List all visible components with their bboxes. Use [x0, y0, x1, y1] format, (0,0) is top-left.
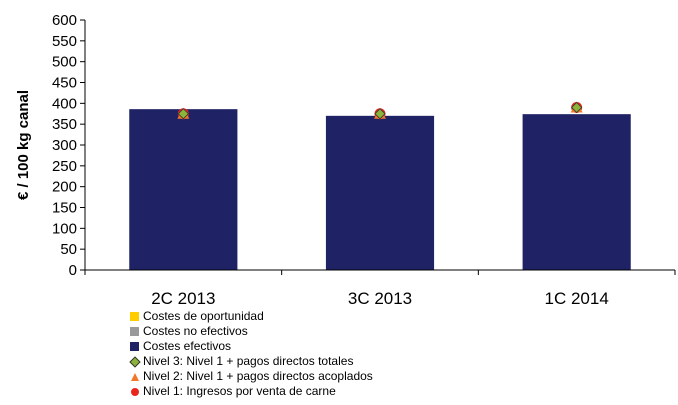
y-axis-label: € / 100 kg canal: [15, 90, 32, 200]
legend-label: Costes de oportunidad: [143, 309, 264, 323]
legend-entry: Nivel 1: Ingresos por venta de carne: [130, 384, 373, 399]
x-axis: 2C 2013 3C 2013 1C 2014: [84, 269, 676, 305]
y-tick-label: 50: [60, 241, 77, 258]
legend-swatch: [130, 342, 139, 351]
y-tick-label: 250: [52, 158, 77, 175]
legend: Costes de oportunidad Costes no efectivos…: [130, 309, 373, 399]
legend-label: Nivel 1: Ingresos por venta de carne: [143, 384, 336, 398]
chart-canvas: € / 100 kg canal 0 50 100 150 200 250 300 350 40…: [15, 12, 676, 305]
x-tick-label: 3C 2013: [348, 289, 412, 305]
legend-label: Nivel 2: Nivel 1 + pagos directos acopla…: [143, 369, 373, 383]
marker-point: [374, 108, 386, 120]
legend-swatch: [130, 387, 140, 397]
marker-point: [571, 101, 583, 114]
legend-entry: Costes efectivos: [130, 339, 373, 354]
y-tick-label: 450: [52, 75, 77, 92]
y-tick-label: 600: [52, 12, 77, 29]
marker-point: [177, 108, 189, 120]
bars: [129, 109, 631, 271]
y-tick-label: 150: [52, 200, 77, 217]
y-tick-label: 550: [52, 33, 77, 50]
bar: [325, 115, 435, 270]
legend-entry: Costes no efectivos: [130, 324, 373, 339]
y-tick-label: 350: [52, 116, 77, 133]
legend-swatch: [130, 312, 139, 321]
y-axis-ticks: 0 50 100 150 200 250 300 350 400 450 500 550 600: [52, 12, 86, 279]
y-tick-label: 500: [52, 54, 77, 71]
legend-swatch: [130, 357, 140, 367]
y-tick-label: 400: [52, 95, 77, 112]
legend-label: Costes efectivos: [143, 339, 232, 353]
legend-entry: Nivel 2: Nivel 1 + pagos directos acopla…: [130, 369, 373, 384]
legend-swatch: [130, 327, 139, 336]
y-tick-label: 0: [69, 262, 77, 279]
x-tick-label: 2C 2013: [151, 289, 215, 305]
bar: [129, 109, 238, 271]
y-tick-label: 300: [52, 137, 77, 154]
y-tick-label: 100: [52, 220, 77, 237]
legend-label: Nivel 3: Nivel 1 + pagos directos totale…: [143, 354, 354, 368]
legend-entry: Nivel 3: Nivel 1 + pagos directos totale…: [130, 354, 373, 369]
legend-label: Costes no efectivos: [143, 324, 248, 338]
legend-swatch: [130, 372, 140, 382]
bar: [522, 114, 631, 271]
markers: [177, 101, 583, 120]
x-tick-label: 1C 2014: [545, 289, 609, 305]
legend-entry: Costes de oportunidad: [130, 309, 373, 324]
y-tick-label: 200: [52, 179, 77, 196]
